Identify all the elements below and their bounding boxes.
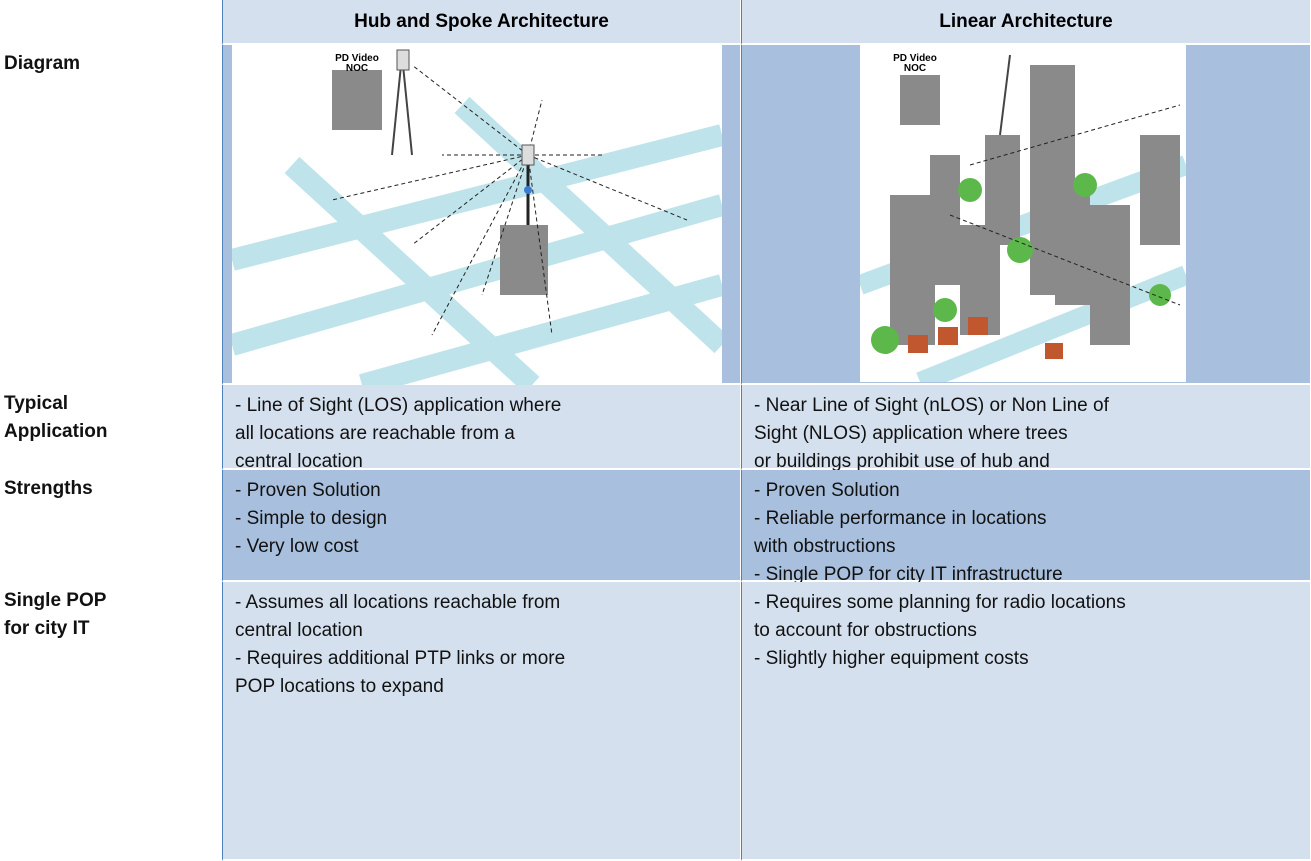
row-label: Application [4,421,108,442]
table-cell: Typical Application [0,385,222,470]
cell-text: or buildings prohibit use of hub and [754,451,1050,472]
cell-text: - Slightly higher equipment costs [754,648,1029,669]
cell-text: - Line of Sight (LOS) application where [235,395,562,416]
table-cell: Hub and Spoke Architecture [222,0,741,45]
diagram-caption: PD Video [893,53,937,64]
row-label: Typical [4,393,69,414]
table-cell: - Proven Solution - Simple to design - Ver… [222,470,741,582]
cell-text: - Near Line of Sight (nLOS) or Non Line … [754,395,1109,416]
cell-text: - Reliable performance in locations [754,508,1047,529]
cell-text: - Assumes all locations reachable from [235,592,561,613]
table-cell: Linear Architecture [741,0,1311,45]
table-cell: Single POP for city IT [0,582,222,861]
cell-text: - Requires some planning for radio locat… [754,592,1126,613]
row-label: Diagram [4,53,81,74]
table-cell: Diagram [0,45,222,385]
diagram-caption: NOC [346,63,368,74]
cell-text: - Very low cost [235,536,359,557]
cell-text: to account for obstructions [754,620,977,641]
cell-text: - Proven Solution [754,480,900,501]
linear-diagram: PD Video NOC [860,45,1186,382]
cell-text: with obstructions [754,536,896,557]
row-label: for city IT [4,618,90,639]
table-cell: Strengths [0,470,222,582]
table-cell: - Line of Sight (LOS) application where a… [222,385,741,472]
cell-text: POP locations to expand [235,676,444,697]
row-label: Strengths [4,478,93,499]
table-cell: - Requires some planning for radio locat… [741,582,1311,861]
diagram-caption: PD Video [335,53,379,64]
table-cell: - Near Line of Sight (nLOS) or Non Line … [741,385,1311,500]
column-header: Hub and Spoke Architecture [354,11,609,32]
table-cell: - Proven Solution - Reliable performance … [741,470,1311,613]
diagram-caption: NOC [904,63,926,74]
cell-text: all locations are reachable from a [235,423,515,444]
column-header: Linear Architecture [939,11,1113,32]
cell-text: - Requires additional PTP links or more [235,648,566,669]
table-cell: - Assumes all locations reachable from ce… [222,582,741,861]
cell-text: - Proven Solution [235,480,381,501]
cell-text: central location [235,620,363,641]
hub-diagram: PD Video NOC [232,45,722,385]
row-label: Single POP [4,590,107,611]
cell-text: Sight (NLOS) application where trees [754,423,1068,444]
cell-text: central location [235,451,363,472]
cell-text: - Single POP for city IT infrastructure [754,564,1063,585]
cell-text: - Simple to design [235,508,388,529]
